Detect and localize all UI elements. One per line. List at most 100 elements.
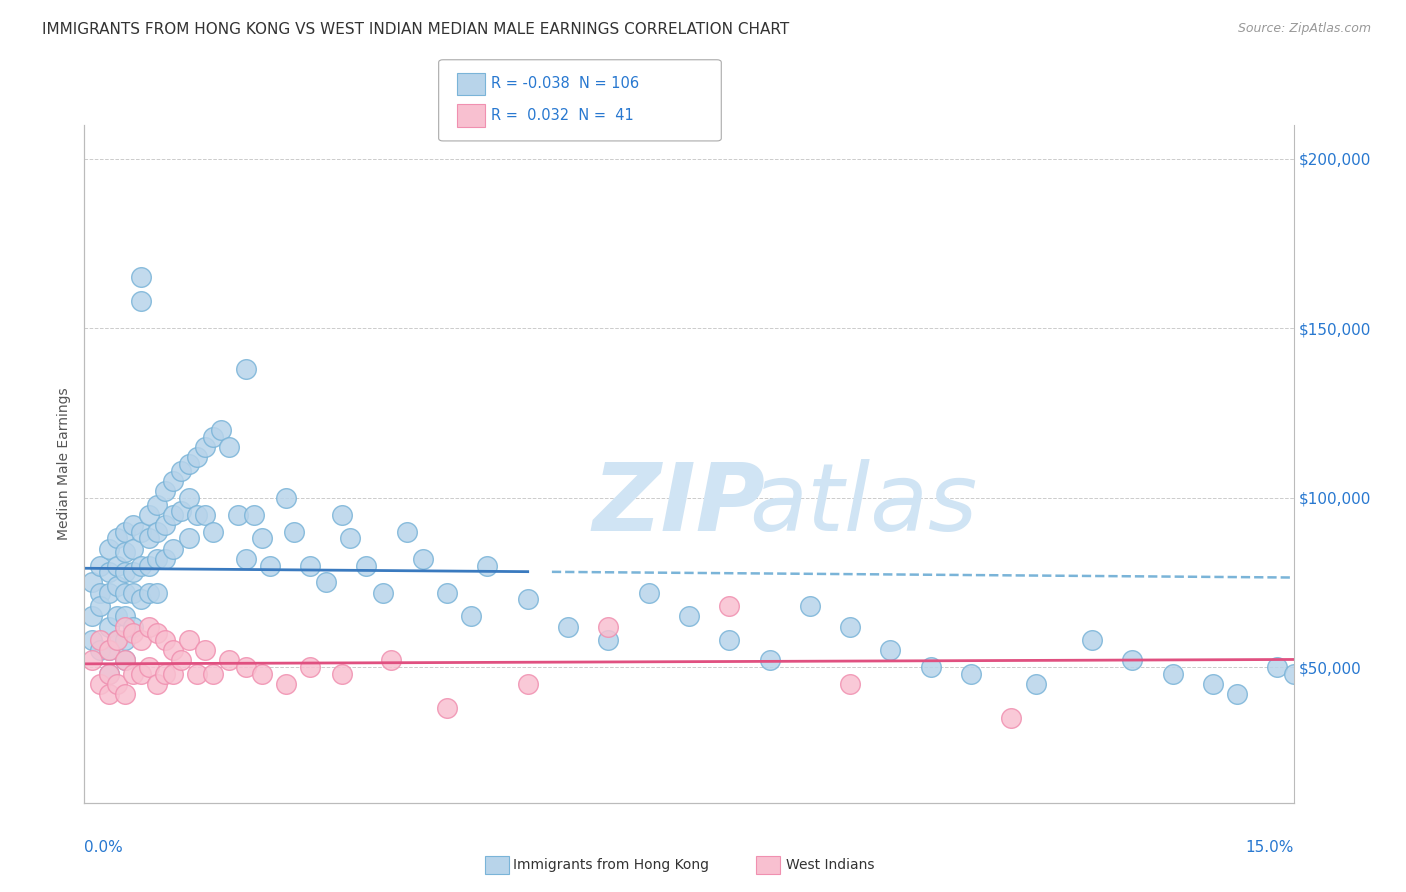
Point [186,667,208,681]
Point [879,643,901,657]
Point [436,585,458,599]
Point [477,558,499,573]
Point [598,619,620,633]
Point [138,508,160,522]
Point [129,558,152,573]
Point [114,524,136,539]
Text: R =  0.032  N =  41: R = 0.032 N = 41 [491,108,634,122]
Point [97,541,120,556]
Point [153,483,176,498]
Point [114,545,136,559]
Point [153,633,176,648]
Point [170,504,193,518]
Point [1362,551,1385,566]
Point [82,609,104,624]
Point [97,687,120,701]
Point [960,667,983,681]
Point [718,633,741,648]
Point [179,457,201,471]
Point [138,619,160,633]
Point [516,592,538,607]
Point [146,677,169,691]
Point [146,524,169,539]
Point [179,633,201,648]
Point [89,677,111,691]
Point [129,270,152,285]
Point [1282,667,1305,681]
Point [82,575,104,590]
Point [89,558,111,573]
Point [242,508,264,522]
Point [153,667,176,681]
Point [339,532,361,546]
Point [153,551,176,566]
Point [138,532,160,546]
Point [250,667,273,681]
Point [356,558,378,573]
Point [121,619,143,633]
Point [283,524,305,539]
Point [1081,633,1104,648]
Point [179,491,201,505]
Point [97,667,120,681]
Point [162,667,184,681]
Point [315,575,337,590]
Point [299,660,322,674]
Point [105,579,128,593]
Point [89,599,111,614]
Point [516,677,538,691]
Point [89,585,111,599]
Point [146,626,169,640]
Y-axis label: Median Male Earnings: Median Male Earnings [58,387,72,541]
Text: Source: ZipAtlas.com: Source: ZipAtlas.com [1237,22,1371,36]
Point [412,551,434,566]
Point [839,619,862,633]
Point [202,667,225,681]
Point [718,599,741,614]
Point [637,585,659,599]
Point [138,585,160,599]
Point [97,643,120,657]
Point [114,653,136,667]
Point [274,491,297,505]
Point [138,660,160,674]
Point [179,532,201,546]
Point [371,585,394,599]
Point [82,633,104,648]
Point [598,633,620,648]
Point [330,508,353,522]
Point [1000,711,1022,725]
Point [380,653,402,667]
Point [194,508,217,522]
Point [105,633,128,648]
Point [121,626,143,640]
Point [129,667,152,681]
Point [82,653,104,667]
Text: West Indians: West Indians [786,858,875,872]
Point [799,599,821,614]
Point [202,430,225,444]
Point [218,440,240,454]
Text: IMMIGRANTS FROM HONG KONG VS WEST INDIAN MEDIAN MALE EARNINGS CORRELATION CHART: IMMIGRANTS FROM HONG KONG VS WEST INDIAN… [42,22,789,37]
Point [89,643,111,657]
Point [839,677,862,691]
Point [170,464,193,478]
Point [235,362,257,376]
Point [299,558,322,573]
Point [162,643,184,657]
Point [259,558,281,573]
Point [1323,687,1346,701]
Point [114,653,136,667]
Point [162,508,184,522]
Text: ZIP: ZIP [592,458,765,550]
Point [105,633,128,648]
Point [1347,653,1369,667]
Point [138,558,160,573]
Point [1202,677,1225,691]
Point [1267,660,1289,674]
Point [97,643,120,657]
Point [186,508,208,522]
Point [202,524,225,539]
Point [1025,677,1047,691]
Point [274,677,297,691]
